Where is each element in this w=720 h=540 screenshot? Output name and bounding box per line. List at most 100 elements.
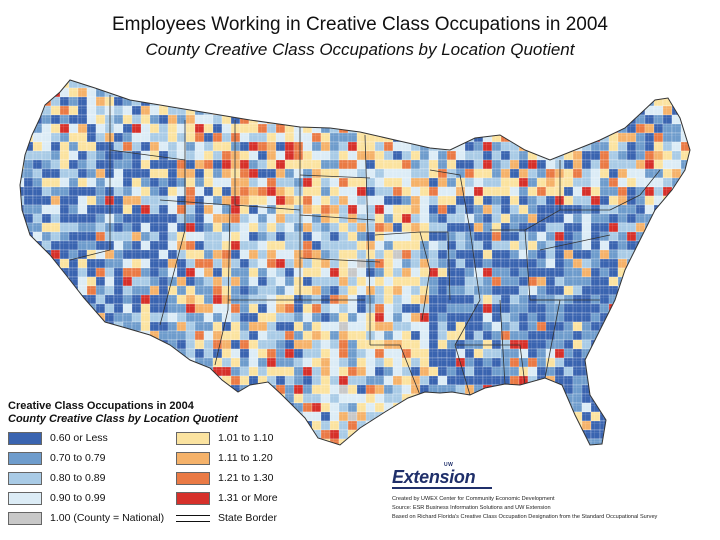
county-cell <box>446 429 457 440</box>
county-cell <box>699 169 717 178</box>
county-cell <box>131 384 151 395</box>
county-cell <box>59 375 70 386</box>
county-cell <box>482 114 502 125</box>
county-cell <box>86 321 97 332</box>
county-cell <box>122 87 133 98</box>
county-cell <box>527 429 547 440</box>
county-cell <box>447 448 465 457</box>
county-cell <box>500 393 511 404</box>
county-cell <box>437 114 457 125</box>
county-cell <box>482 80 493 89</box>
county-cell <box>600 70 609 79</box>
county-cell <box>608 375 619 386</box>
county-cell <box>392 438 403 445</box>
county-cell <box>518 384 529 395</box>
county-cell <box>131 366 142 377</box>
county-cell <box>653 429 664 440</box>
county-cell <box>509 96 520 107</box>
county-cell <box>599 96 610 107</box>
legend-swatch <box>8 432 42 445</box>
county-cell <box>653 393 664 404</box>
county-cell <box>527 420 538 431</box>
county-cell <box>699 79 708 88</box>
county-cell <box>519 448 537 457</box>
county-cell <box>41 294 52 305</box>
county-cell <box>662 303 673 314</box>
county-cell <box>68 312 88 323</box>
county-cell <box>680 231 690 242</box>
county-cell <box>644 357 655 368</box>
county-cell <box>401 80 412 89</box>
county-cell <box>671 420 682 431</box>
county-cell <box>33 70 42 79</box>
county-cell <box>428 402 439 413</box>
county-cell <box>140 348 151 359</box>
county-cell <box>626 393 646 404</box>
county-cell <box>599 123 619 134</box>
county-cell <box>563 420 574 431</box>
county-cell <box>248 384 259 395</box>
county-cell <box>653 321 664 332</box>
county-cell <box>672 70 681 79</box>
county-cell <box>158 80 169 89</box>
county-cell <box>689 321 690 332</box>
county-cell <box>500 87 511 98</box>
county-cell <box>536 384 547 395</box>
county-cell <box>653 231 673 242</box>
county-cell <box>140 357 160 368</box>
county-cell <box>626 312 637 323</box>
county-cell <box>356 105 367 116</box>
county-cell <box>410 420 430 431</box>
county-cell <box>230 96 241 107</box>
county-cell <box>689 420 690 431</box>
state-border-line-icon <box>176 515 210 522</box>
county-cell <box>356 429 376 440</box>
county-cell <box>20 141 25 152</box>
county-cell <box>572 105 592 116</box>
county-cell <box>545 393 556 404</box>
county-cell <box>653 420 664 431</box>
county-cell <box>50 294 61 305</box>
county-cell <box>428 105 439 116</box>
county-cell <box>113 80 133 89</box>
county-cell <box>212 96 223 107</box>
county-cell <box>662 312 673 323</box>
county-cell <box>590 80 601 89</box>
county-cell <box>329 96 340 107</box>
county-cell <box>248 87 259 98</box>
county-cell <box>671 276 690 287</box>
county-cell <box>392 96 412 107</box>
county-cell <box>635 411 646 422</box>
county-cell <box>699 259 708 268</box>
county-cell <box>20 87 25 98</box>
county-cell <box>699 178 708 187</box>
county-cell <box>455 420 475 431</box>
county-cell <box>50 366 61 377</box>
county-cell <box>320 87 331 98</box>
county-cell <box>348 70 366 79</box>
county-cell <box>311 105 322 116</box>
county-cell <box>176 80 187 89</box>
county-cell <box>626 267 637 278</box>
county-cell <box>131 339 142 350</box>
county-cell <box>617 402 628 413</box>
county-cell <box>617 330 637 341</box>
county-cell <box>20 303 25 314</box>
county-cell <box>491 80 502 89</box>
county-cell <box>59 357 70 368</box>
county-cell <box>492 70 501 79</box>
county-cell <box>122 80 133 89</box>
county-cell <box>167 384 187 395</box>
county-cell <box>689 96 690 107</box>
county-cell <box>437 80 457 89</box>
county-cell <box>464 123 475 134</box>
county-cell <box>608 384 619 395</box>
county-cell <box>95 80 115 89</box>
county-cell <box>518 87 529 98</box>
county-cell <box>536 96 547 107</box>
county-cell <box>384 70 402 79</box>
county-cell <box>554 429 565 440</box>
county-cell <box>50 357 61 368</box>
county-cell <box>527 123 538 134</box>
county-cell <box>671 267 682 278</box>
